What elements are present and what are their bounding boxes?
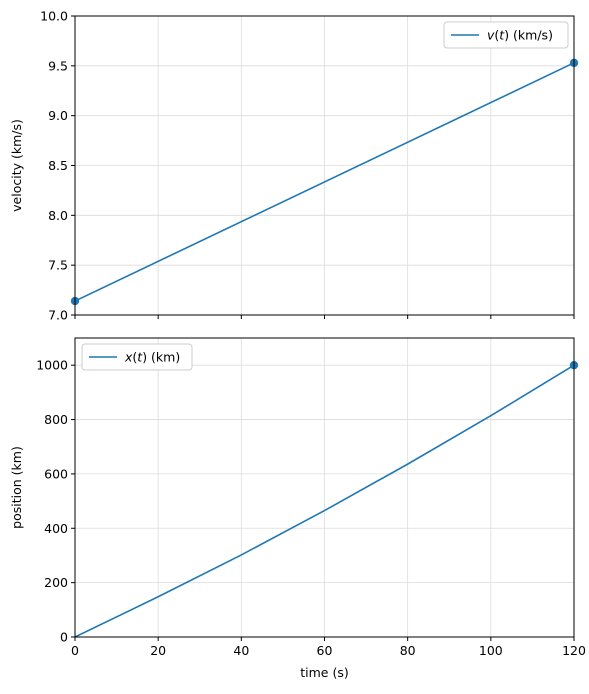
y-tick-label: 600 [44,466,68,481]
x-tick-label: 80 [400,643,416,658]
y-tick-label: 0 [60,630,68,645]
x-tick-label: 40 [233,643,249,658]
x-tick-label: 0 [71,643,79,658]
legend: v(t) (km/s) [443,21,569,49]
y-tick-label: 8.0 [48,208,68,223]
legend-box [443,21,569,49]
y-axis-label: position (km) [9,446,24,529]
y-tick-label: 200 [44,575,68,590]
legend: x(t) (km) [81,343,193,371]
y-tick-label: 1000 [36,358,68,373]
series-line [74,364,575,638]
x-tick-label: 60 [317,643,333,658]
legend-label: v(t) (km/s) [487,28,553,43]
position-panel: 0 20 40 60 80 100 120 0 200 400 600 800 1000 position… [9,337,586,680]
x-tick-label: 20 [150,643,166,658]
y-tick-label: 800 [44,412,68,427]
y-tick-label: 7.0 [48,308,68,323]
series-line [74,62,575,302]
legend-label: x(t) (km) [124,350,180,365]
y-tick-label: 8.5 [48,158,68,173]
y-tick-label: 9.0 [48,108,68,123]
y-tick-label: 400 [44,521,68,536]
legend-box [81,343,193,371]
y-axis-label: velocity (km/s) [9,119,24,212]
x-tick-label: 100 [479,643,503,658]
y-tick-label: 9.5 [48,58,68,73]
x-axis-label: time (s) [300,665,348,680]
y-tick-label: 10.0 [40,9,68,24]
x-tick-label: 120 [562,643,586,658]
y-tick-label: 7.5 [48,258,68,273]
velocity-panel: 7.0 7.5 8.0 8.5 9.0 9.5 10.0 velocity (km/s) v(t… [9,9,579,323]
